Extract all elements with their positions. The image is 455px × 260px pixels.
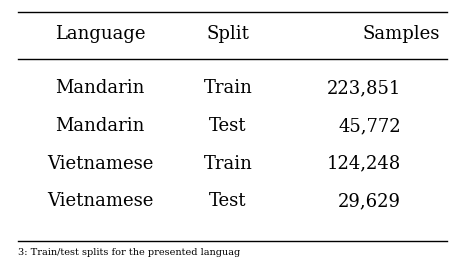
Text: 223,851: 223,851	[326, 79, 400, 98]
Text: Vietnamese: Vietnamese	[47, 192, 153, 211]
Text: Mandarin: Mandarin	[56, 117, 145, 135]
Text: Train: Train	[203, 79, 252, 98]
Text: Test: Test	[209, 117, 246, 135]
Text: Train: Train	[203, 155, 252, 173]
Text: 3: Train/test splits for the presented languag: 3: Train/test splits for the presented l…	[18, 248, 240, 257]
Text: Test: Test	[209, 192, 246, 211]
Text: 29,629: 29,629	[338, 192, 400, 211]
Text: Samples: Samples	[362, 25, 439, 43]
Text: Mandarin: Mandarin	[56, 79, 145, 98]
Text: Language: Language	[55, 25, 145, 43]
Text: 124,248: 124,248	[326, 155, 400, 173]
Text: Split: Split	[206, 25, 249, 43]
Text: Vietnamese: Vietnamese	[47, 155, 153, 173]
Text: 45,772: 45,772	[338, 117, 400, 135]
